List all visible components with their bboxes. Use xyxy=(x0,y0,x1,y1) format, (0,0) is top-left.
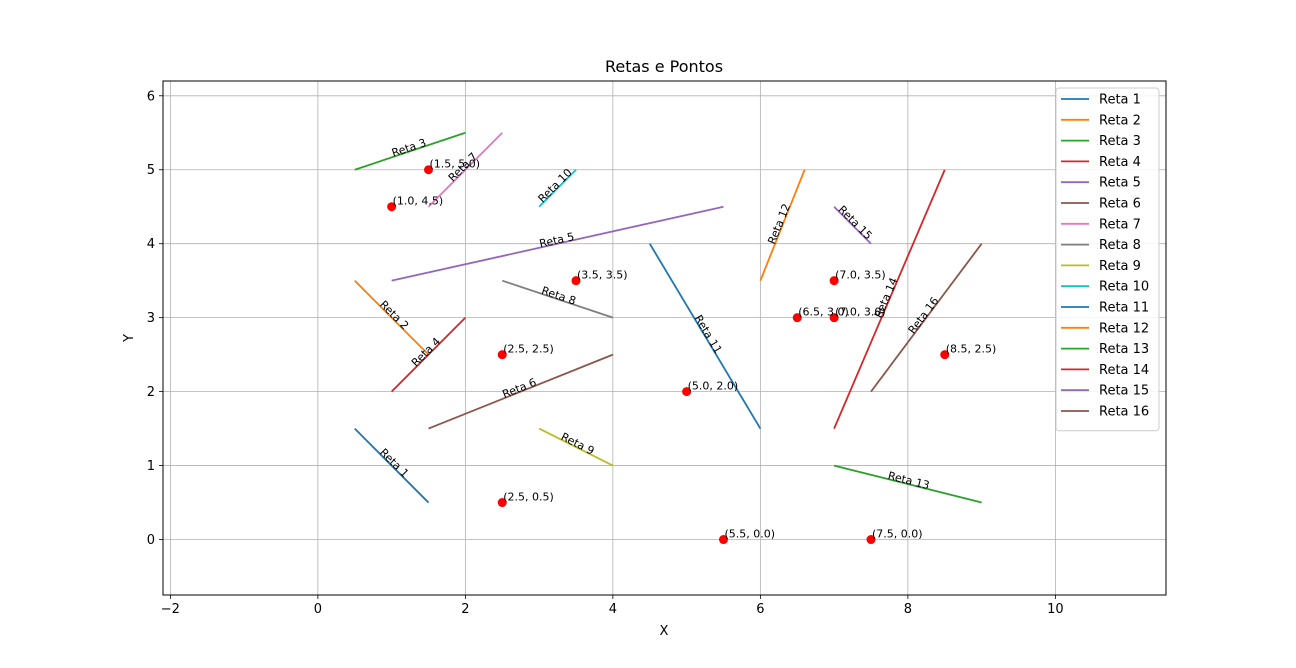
legend-label-reta-16: Reta 16 xyxy=(1099,405,1149,420)
x-tick-label: 4 xyxy=(609,602,617,617)
legend-label-reta-15: Reta 15 xyxy=(1099,384,1149,399)
data-point xyxy=(940,350,950,360)
line-reta-4 xyxy=(390,317,467,393)
data-point xyxy=(792,313,802,323)
legend-label-reta-12: Reta 12 xyxy=(1099,321,1149,336)
point-label: (6.5, 3.0) xyxy=(798,306,849,319)
y-tick-label: 2 xyxy=(147,385,155,400)
point-label: (7.0, 3.0) xyxy=(835,306,886,319)
ticks: −2 0 2 4 6 8 10 0 1 2 3 4 5 6 xyxy=(147,89,1064,617)
x-tick-label: 10 xyxy=(1047,602,1064,617)
data-point xyxy=(497,350,507,360)
legend-box xyxy=(1055,87,1160,432)
legend-label-reta-14: Reta 14 xyxy=(1099,363,1149,378)
x-tick-label: 8 xyxy=(904,602,912,617)
line-reta-13 xyxy=(833,464,982,504)
points xyxy=(387,165,950,545)
point-label: (2.5, 2.5) xyxy=(503,343,554,356)
point-label: (1.5, 5.0) xyxy=(430,158,481,171)
point-label: (7.0, 3.5) xyxy=(835,269,886,282)
line-reta-14 xyxy=(833,169,946,429)
plot-frame xyxy=(162,80,1167,596)
line-reta-5 xyxy=(391,205,724,282)
legend-label-reta-9: Reta 9 xyxy=(1099,259,1141,274)
legend-label-reta-11: Reta 11 xyxy=(1099,301,1149,316)
legend-label-reta-5: Reta 5 xyxy=(1099,176,1141,191)
y-tick-label: 0 xyxy=(147,533,155,548)
y-tick-label: 3 xyxy=(147,311,155,326)
legend-label-reta-10: Reta 10 xyxy=(1099,280,1149,295)
x-tick-label: 0 xyxy=(314,602,322,617)
line-reta-16 xyxy=(870,243,983,393)
lines xyxy=(354,131,983,504)
point-label: (7.5, 0.0) xyxy=(872,528,923,541)
legend-label-reta-1: Reta 1 xyxy=(1099,93,1141,108)
y-axis-label: Y xyxy=(122,334,137,343)
x-tick-label: 2 xyxy=(461,602,469,617)
x-axis-label: X xyxy=(660,624,669,639)
line-reta-11 xyxy=(648,243,762,430)
legend-label-reta-4: Reta 4 xyxy=(1099,155,1141,170)
data-point xyxy=(387,202,397,212)
x-tick-label: 6 xyxy=(756,602,764,617)
line-reta-12 xyxy=(759,169,806,282)
point-label: (5.5, 0.0) xyxy=(725,528,776,541)
data-point xyxy=(866,535,876,545)
data-point xyxy=(497,498,507,508)
grid xyxy=(163,81,1166,595)
point-label: (8.5, 2.5) xyxy=(946,343,997,356)
x-tick-label: −2 xyxy=(161,602,180,617)
legend-label-reta-7: Reta 7 xyxy=(1099,217,1141,232)
data-point xyxy=(829,276,839,286)
chart-title: Retas e Pontos xyxy=(605,57,723,76)
legend-label-reta-3: Reta 3 xyxy=(1099,134,1141,149)
line-reta-2 xyxy=(354,280,430,356)
legend: Reta 1 Reta 2 Reta 3 Reta 4 Reta 5 Reta 6 Reta… xyxy=(1055,87,1160,432)
data-point xyxy=(571,276,581,286)
data-point xyxy=(682,387,692,397)
line-reta-3 xyxy=(354,131,466,171)
legend-label-reta-8: Reta 8 xyxy=(1099,238,1141,253)
point-label: (3.5, 3.5) xyxy=(577,269,628,282)
y-tick-label: 4 xyxy=(147,237,155,252)
point-label: (5.0, 2.0) xyxy=(688,380,739,393)
line-reta-7 xyxy=(427,132,503,208)
line-reta-15 xyxy=(833,206,872,245)
data-point xyxy=(424,165,433,175)
y-tick-label: 1 xyxy=(147,459,155,474)
line-reta-1 xyxy=(354,427,430,504)
data-point xyxy=(829,313,839,323)
legend-label-reta-6: Reta 6 xyxy=(1099,197,1141,212)
point-labels: (1.0, 4.5) (1.5, 5.0) (3.5, 3.5) (2.5, 2.5)… xyxy=(393,158,997,541)
y-tick-label: 6 xyxy=(147,89,155,104)
line-reta-10 xyxy=(538,169,577,208)
line-reta-9 xyxy=(538,427,614,467)
legend-label-reta-13: Reta 13 xyxy=(1099,342,1149,357)
point-label: (2.5, 0.5) xyxy=(503,491,554,504)
data-point xyxy=(719,535,728,545)
line-reta-6 xyxy=(428,353,614,430)
legend-label-reta-2: Reta 2 xyxy=(1099,113,1141,128)
point-label: (1.0, 4.5) xyxy=(393,195,444,208)
line-reta-8 xyxy=(501,279,614,319)
y-tick-label: 5 xyxy=(147,163,155,178)
